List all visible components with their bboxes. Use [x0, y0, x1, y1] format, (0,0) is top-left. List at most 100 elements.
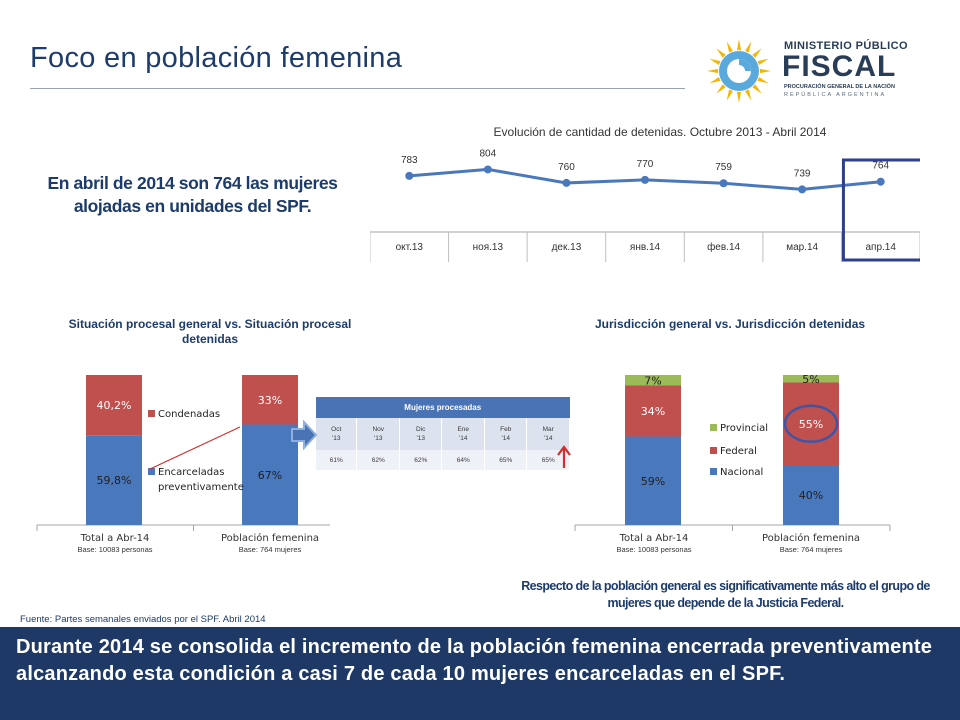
bar-segment: [242, 375, 298, 425]
sun-ray: [726, 41, 733, 53]
data-label: 7%: [644, 374, 661, 387]
jurisdiction-note: Respecto de la población general es sign…: [521, 579, 930, 610]
legend-swatch: [710, 447, 717, 454]
sun-ray: [752, 48, 762, 58]
x-tick-label: мар.14: [786, 242, 818, 253]
sun-emblem-icon: [707, 39, 771, 103]
legend-label: Provincial: [720, 423, 768, 434]
mujeres-procesadas-table: Mujeres procesadas Oct '13 Nov '13 Dic '13 Ene…: [316, 397, 570, 470]
highlight-circle: [783, 404, 839, 443]
logo-line2-text: REPÚBLICA ARGENTINA: [784, 92, 887, 98]
bar-segment: [86, 435, 142, 525]
sun-ray: [709, 58, 721, 65]
logo-name-text: FISCAL: [782, 50, 897, 83]
data-label: 739: [794, 168, 811, 179]
bar-segment: [242, 424, 298, 525]
data-label: 760: [558, 162, 575, 173]
table-cell: 61%: [316, 450, 358, 470]
bar-segment: [783, 382, 839, 465]
category-note: Base: 10083 personas: [616, 545, 691, 554]
data-label: 59,8%: [97, 474, 132, 487]
procedural-chart-title: Situación procesal general vs. Situación…: [68, 317, 352, 346]
logo: MINISTERIO PÚBLICO FISCAL PROCURACIÓN GE…: [706, 36, 946, 104]
sun-ray: [757, 58, 769, 65]
x-tick-label: Total a Abr-14: [80, 533, 150, 544]
table-title: Mujeres procesadas: [316, 397, 570, 418]
x-tick-label: Población femenina: [762, 532, 860, 544]
sun-ray: [709, 77, 721, 84]
sun-ray: [757, 77, 769, 84]
sun-ray: [726, 89, 733, 101]
sun-ray: [736, 39, 742, 51]
sun-ray: [745, 89, 752, 101]
category-note: Base: 10083 personas: [77, 545, 152, 554]
table-header-cell: Ene '14: [441, 418, 485, 450]
legend-swatch: [710, 468, 717, 475]
headline: En abril de 2014 son 764 las mujeres alo…: [47, 173, 338, 216]
page-title: Foco en población femenina: [30, 42, 403, 74]
legend-label: Nacional: [720, 467, 763, 478]
data-label: 764: [872, 161, 889, 172]
bar-segment: [625, 385, 681, 437]
table-cell: 62%: [399, 450, 443, 470]
sun-ray: [752, 84, 762, 94]
legend-swatch: [710, 424, 717, 431]
data-label: 34%: [641, 405, 665, 418]
x-tick-label: фев.14: [707, 241, 740, 253]
data-label: 5%: [802, 373, 819, 386]
x-tick-label: дек.13: [552, 242, 582, 253]
sun-ray: [745, 41, 752, 53]
title-divider: [30, 88, 685, 89]
x-tick-label: янв.14: [630, 242, 661, 253]
data-point: [798, 185, 807, 194]
table-header-cell: Mar '14: [526, 418, 570, 450]
logo-line1-text: PROCURACIÓN GENERAL DE LA NACIÓN: [784, 84, 895, 90]
legend-label: Federal: [720, 446, 757, 457]
category-note: Base: 764 mujeres: [780, 545, 843, 554]
data-label: 783: [401, 155, 418, 166]
source-note: Fuente: Partes semanales enviados por el…: [20, 614, 266, 625]
bar-segment: [625, 375, 681, 386]
right-arrow-icon: [291, 420, 318, 450]
data-point: [562, 178, 571, 187]
up-arrow-icon: [557, 445, 571, 468]
bar-segment: [783, 375, 839, 383]
data-label: 770: [637, 159, 654, 170]
data-label: 55%: [799, 418, 823, 431]
sun-ray: [736, 91, 742, 103]
data-point: [876, 177, 885, 186]
jurisdiction-chart-title: Jurisdicción general vs. Jurisdicción de…: [594, 317, 866, 331]
data-label: 40,2%: [97, 399, 132, 412]
data-label: 804: [480, 148, 497, 159]
legend-label: preventivamente: [158, 482, 244, 493]
footer-text: Durante 2014 se consolida el incremento …: [16, 636, 933, 685]
data-point: [641, 175, 649, 184]
x-tick-label: Total a Abr-14: [619, 533, 689, 544]
footer-banner: Durante 2014 se consolida el incremento …: [0, 627, 960, 720]
data-label: 33%: [258, 394, 282, 407]
data-label: 40%: [799, 489, 823, 502]
pointer-line: [149, 426, 241, 470]
legend-swatch: [148, 410, 155, 417]
data-label: 759: [715, 162, 732, 173]
logo-ministry-text: MINISTERIO PÚBLICO: [784, 40, 908, 52]
data-point: [719, 179, 728, 188]
legend-label: Encarceladas: [158, 467, 224, 478]
legend-swatch: [148, 468, 155, 475]
table-header-cell: Feb '14: [484, 418, 528, 450]
table-header-cell: Nov '13: [356, 418, 400, 450]
x-tick-label: Población femenina: [221, 532, 319, 544]
x-tick-label: окт.13: [396, 242, 424, 253]
data-label: 67%: [258, 469, 282, 482]
bar-segment: [783, 465, 839, 525]
data-point: [483, 165, 492, 174]
data-label: 59%: [641, 475, 665, 488]
bar-segment: [86, 375, 142, 436]
line-chart-title: Evolución de cantidad de detenidas. Octu…: [493, 125, 827, 139]
data-point: [405, 171, 414, 180]
table-header-cell: Oct '13: [316, 418, 358, 450]
x-tick-label: апр.14: [865, 242, 896, 253]
x-tick-label: ноя.13: [473, 242, 504, 253]
legend-label: Condenadas: [158, 409, 220, 420]
